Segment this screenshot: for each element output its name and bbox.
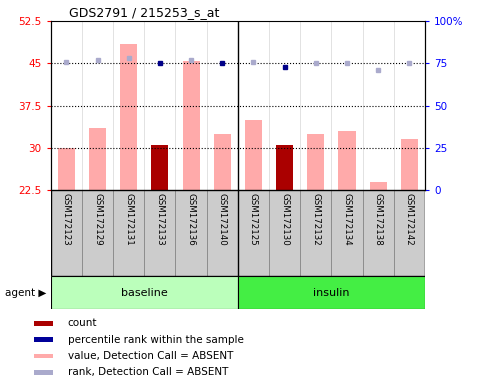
- Bar: [183, 61, 199, 190]
- Bar: [51, 276, 238, 309]
- Text: count: count: [68, 318, 97, 328]
- Bar: [82, 190, 113, 276]
- Bar: [300, 190, 331, 276]
- Text: GSM172133: GSM172133: [156, 193, 164, 245]
- Bar: [144, 190, 175, 276]
- Bar: [207, 190, 238, 276]
- Bar: [34, 370, 53, 375]
- Text: GSM172140: GSM172140: [218, 193, 227, 245]
- Text: percentile rank within the sample: percentile rank within the sample: [68, 335, 243, 345]
- Bar: [175, 190, 207, 276]
- Bar: [120, 44, 137, 190]
- Bar: [151, 145, 169, 190]
- Bar: [51, 190, 82, 276]
- Bar: [58, 148, 75, 190]
- Text: GSM172129: GSM172129: [93, 193, 102, 245]
- Bar: [34, 354, 53, 359]
- Text: GSM172138: GSM172138: [374, 193, 383, 245]
- Bar: [394, 190, 425, 276]
- Bar: [276, 145, 293, 190]
- Bar: [89, 128, 106, 190]
- Bar: [213, 134, 231, 190]
- Text: value, Detection Call = ABSENT: value, Detection Call = ABSENT: [68, 351, 233, 361]
- Text: GSM172136: GSM172136: [186, 193, 196, 245]
- Bar: [34, 321, 53, 326]
- Bar: [401, 139, 418, 190]
- Text: GSM172132: GSM172132: [312, 193, 320, 245]
- Text: GSM172131: GSM172131: [124, 193, 133, 245]
- Bar: [331, 190, 363, 276]
- Text: GDS2791 / 215253_s_at: GDS2791 / 215253_s_at: [70, 5, 220, 18]
- Bar: [363, 190, 394, 276]
- Bar: [307, 134, 325, 190]
- Text: rank, Detection Call = ABSENT: rank, Detection Call = ABSENT: [68, 367, 228, 377]
- Text: baseline: baseline: [121, 288, 168, 298]
- Bar: [238, 276, 425, 309]
- Text: agent ▶: agent ▶: [5, 288, 46, 298]
- Text: GSM172134: GSM172134: [342, 193, 352, 245]
- Bar: [34, 337, 53, 342]
- Bar: [269, 190, 300, 276]
- Bar: [369, 182, 387, 190]
- Bar: [113, 190, 144, 276]
- Bar: [339, 131, 355, 190]
- Bar: [238, 190, 269, 276]
- Text: GSM172142: GSM172142: [405, 193, 414, 245]
- Text: GSM172125: GSM172125: [249, 193, 258, 245]
- Text: GSM172130: GSM172130: [280, 193, 289, 245]
- Bar: [245, 120, 262, 190]
- Text: GSM172123: GSM172123: [62, 193, 71, 245]
- Text: insulin: insulin: [313, 288, 350, 298]
